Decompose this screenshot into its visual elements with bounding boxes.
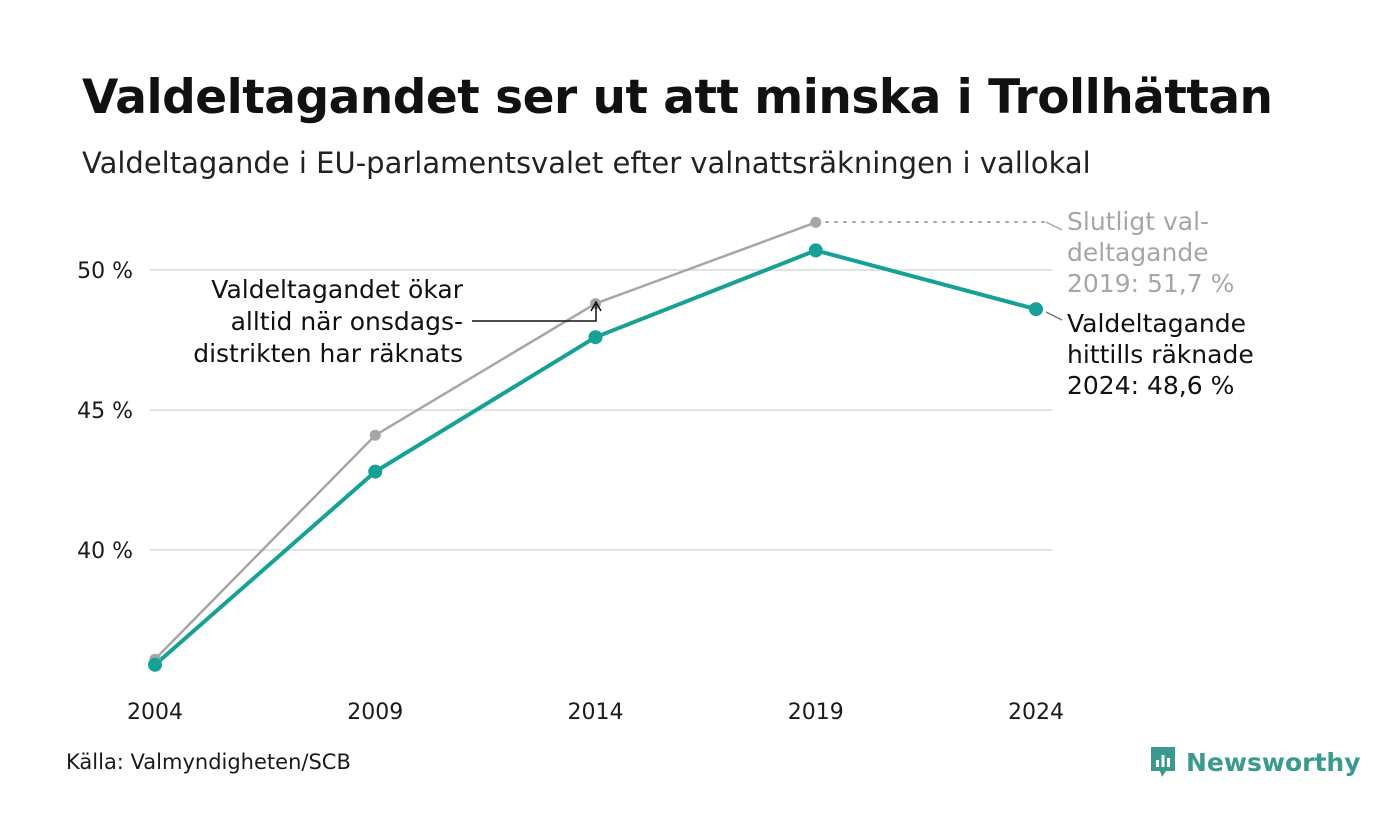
x-tick-label: 2004 xyxy=(127,700,183,725)
note-line1: Valdeltagandet ökar xyxy=(211,275,463,304)
gridlines xyxy=(150,269,1052,551)
note-arrowhead xyxy=(590,300,602,312)
x-tick-label: 2019 xyxy=(788,700,844,725)
x-tick-label: 2024 xyxy=(1008,700,1064,725)
y-tick-label: 40 % xyxy=(77,539,133,564)
current-label-line3: 2024: 48,6 % xyxy=(1067,371,1234,400)
data-point xyxy=(810,216,822,228)
final-label-line3: 2019: 51,7 % xyxy=(1067,269,1234,298)
current-label-line1: Valdeltagande xyxy=(1067,309,1246,338)
y-tick-label: 45 % xyxy=(77,399,133,424)
logo-text: Newsworthy xyxy=(1186,747,1361,777)
x-tick-label: 2014 xyxy=(568,700,624,725)
data-point xyxy=(368,464,383,479)
x-tick-label: 2009 xyxy=(347,700,403,725)
data-point xyxy=(369,429,381,441)
note-line2: alltid när onsdags- xyxy=(231,307,463,336)
source-note: Källa: Valmyndigheten/SCB xyxy=(66,750,351,774)
final-label-line2: deltagande xyxy=(1067,238,1209,267)
final-label-line1: Slutligt val- xyxy=(1067,207,1209,236)
bar-chart-icon xyxy=(1151,747,1175,777)
current-label-line2: hittills räknade xyxy=(1067,340,1254,369)
series-line xyxy=(154,221,817,661)
data-point xyxy=(1029,302,1043,317)
note-line3: distrikten har räknats xyxy=(193,339,463,368)
data-point xyxy=(588,330,603,345)
current-label-connector xyxy=(1045,311,1063,321)
newsworthy-logo[interactable]: Newsworthy xyxy=(1148,744,1361,780)
final-label-connector xyxy=(1045,221,1063,231)
data-point xyxy=(808,243,823,258)
chart-subtitle: Valdeltagande i EU-parlamentsvalet efter… xyxy=(82,146,1091,180)
y-axis-ticks: 40 % 45 % 50 % xyxy=(77,259,133,564)
x-axis-ticks: 2004 2009 2014 2019 2024 xyxy=(127,700,1064,725)
chart-title: Valdeltagandet ser ut att minska i Troll… xyxy=(82,70,1273,125)
note-arrow xyxy=(472,304,597,322)
data-point xyxy=(148,657,162,672)
series-points xyxy=(148,216,1043,672)
y-tick-label: 50 % xyxy=(77,259,133,284)
